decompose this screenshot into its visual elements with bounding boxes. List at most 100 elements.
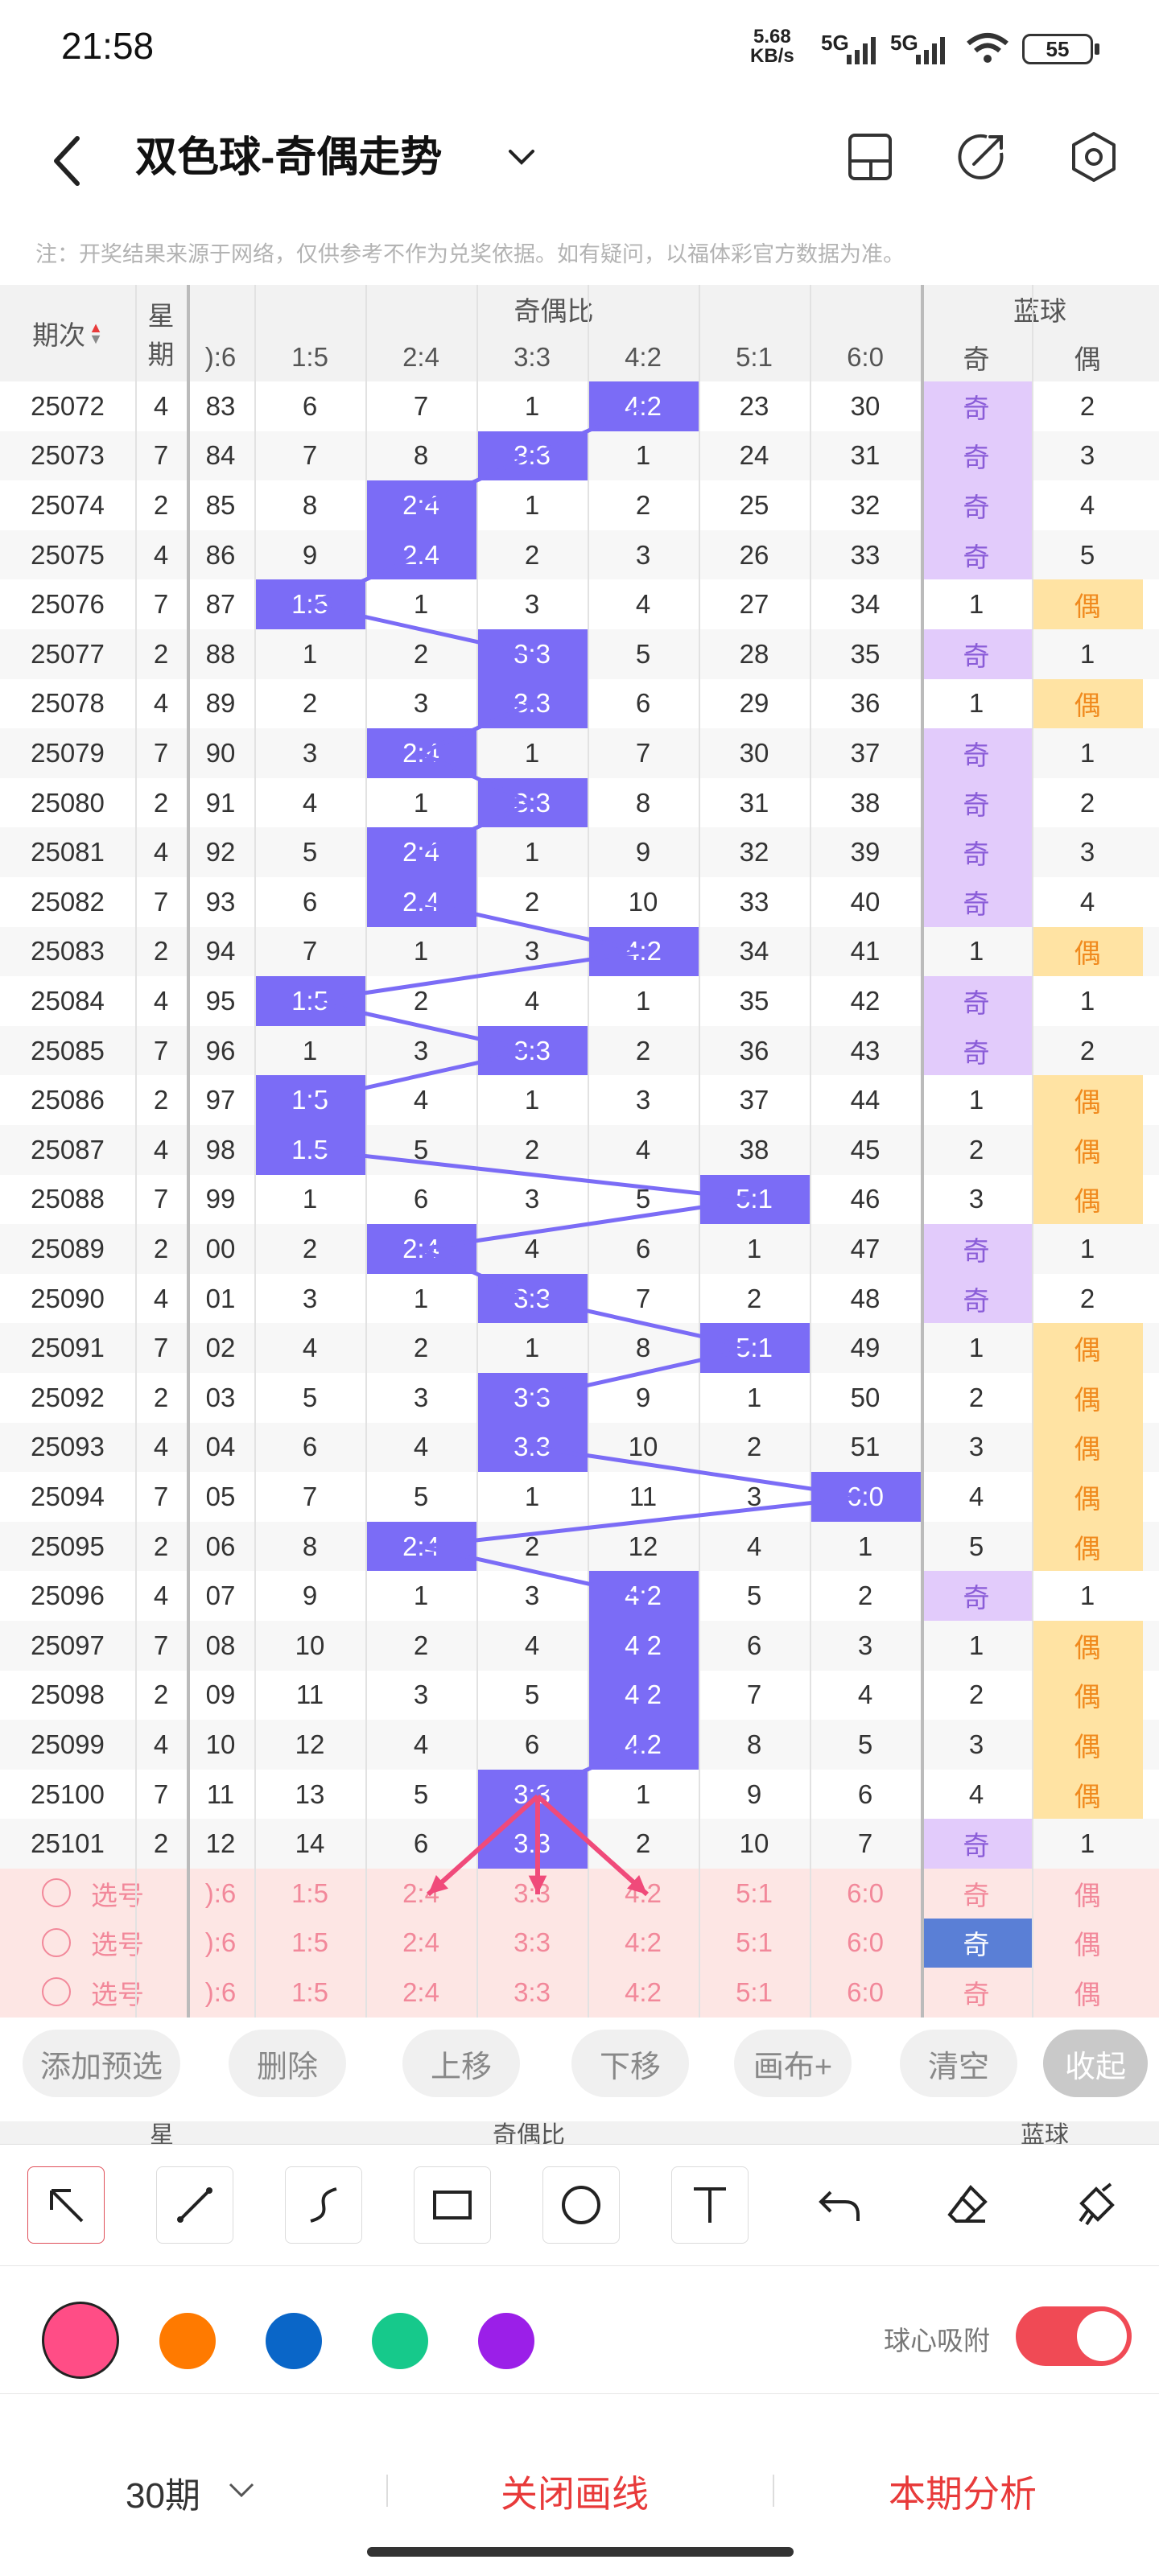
eraser-icon[interactable] <box>929 2166 1006 2244</box>
close-lines-button[interactable]: 关闭画线 <box>501 2473 649 2515</box>
action-button[interactable]: 上移 <box>402 2030 520 2097</box>
pick-ratio-cell[interactable]: ):6 <box>204 1976 237 2007</box>
week-cell: 7 <box>153 1630 169 1660</box>
period-cell: 25082 <box>31 886 105 917</box>
table-row[interactable] <box>0 579 1159 629</box>
table-row[interactable] <box>0 1621 1159 1671</box>
ratio-cell: 06 <box>205 1531 236 1561</box>
share-icon[interactable] <box>955 129 1011 185</box>
pick-blue-odd[interactable]: 奇 <box>963 1979 990 2009</box>
page-title[interactable]: 双色球-奇偶走势 <box>135 134 443 181</box>
pick-ratio-cell[interactable]: 3:3 <box>514 1927 551 1958</box>
period-cell: 25072 <box>31 390 105 421</box>
period-cell: 25084 <box>31 985 105 1016</box>
table-row[interactable] <box>0 1174 1159 1225</box>
period-cell: 25089 <box>31 1233 105 1263</box>
settings-icon[interactable] <box>1066 129 1122 185</box>
curve-tool-icon[interactable] <box>285 2166 362 2244</box>
table-row[interactable] <box>0 1323 1159 1373</box>
table-row[interactable] <box>0 1125 1159 1175</box>
sort-icon[interactable]: ▲ ▼ <box>89 319 103 347</box>
line-tool-icon[interactable] <box>156 2166 233 2244</box>
pick-ratio-cell[interactable]: 5:1 <box>736 1877 773 1908</box>
ratio-cell: 33 <box>739 886 769 917</box>
arrow-tool-icon[interactable] <box>27 2166 105 2244</box>
table-row[interactable] <box>0 1472 1159 1522</box>
table-row[interactable] <box>0 1720 1159 1770</box>
pick-ratio-cell[interactable]: 4:2 <box>625 1927 662 1958</box>
color-swatch[interactable] <box>159 2313 216 2369</box>
ratio-cell: 12 <box>205 1828 236 1859</box>
ratio-cell: 39 <box>850 837 881 868</box>
pick-ratio-cell[interactable]: 6:0 <box>847 1877 884 1908</box>
ratio-header-3-3: 3:3 <box>514 342 551 372</box>
pick-ratio-cell[interactable]: ):6 <box>204 1927 237 1958</box>
pick-blue-even[interactable]: 偶 <box>1074 1930 1101 1960</box>
ratio-cell: 01 <box>205 1283 236 1313</box>
pick-row <box>0 1968 1159 2018</box>
color-swatch[interactable] <box>372 2313 428 2369</box>
undo-icon[interactable] <box>800 2166 877 2244</box>
ratio-cell: 4 <box>524 1630 540 1660</box>
blue-odd-cell: 奇 <box>921 381 1032 431</box>
action-button[interactable]: 添加预选 <box>23 2030 180 2097</box>
pick-blue-odd[interactable]: 奇 <box>921 1918 1032 1968</box>
table-row[interactable] <box>0 926 1159 977</box>
pick-ratio-cell[interactable]: 5:1 <box>736 1976 773 2007</box>
pick-ratio-cell[interactable]: 2:4 <box>402 1976 439 2007</box>
pick-ratio-cell[interactable]: 3:3 <box>514 1976 551 2007</box>
color-swatch[interactable] <box>266 2313 322 2369</box>
circle-tool-icon[interactable] <box>542 2166 620 2244</box>
pick-ratio-cell[interactable]: 6:0 <box>847 1976 884 2007</box>
color-swatch[interactable] <box>42 2302 119 2379</box>
chevron-down-icon[interactable] <box>225 2473 258 2505</box>
pick-blue-even[interactable]: 偶 <box>1074 1979 1101 2009</box>
pick-radio[interactable] <box>42 1927 71 1957</box>
signal-5g-1: 5G <box>821 31 849 56</box>
color-swatch[interactable] <box>478 2313 534 2369</box>
pick-blue-even[interactable]: 偶 <box>1074 1880 1101 1910</box>
ratio-cell: 36 <box>850 688 881 719</box>
ratio-cell: 1 <box>413 1283 429 1313</box>
chevron-down-icon[interactable] <box>505 137 538 177</box>
ratio-cell: 09 <box>205 1680 236 1710</box>
action-button[interactable]: 画布+ <box>734 2030 852 2097</box>
layout-icon[interactable] <box>843 129 900 185</box>
ratio-cell: 25 <box>739 489 769 520</box>
pick-ratio-cell[interactable]: 1:5 <box>291 1877 328 1908</box>
column-divider <box>588 285 589 2018</box>
action-button[interactable]: 下移 <box>571 2030 689 2097</box>
ratio-cell: 38 <box>850 787 881 818</box>
back-arrow-icon[interactable] <box>45 129 93 193</box>
analysis-button[interactable]: 本期分析 <box>889 2473 1037 2515</box>
rectangle-tool-icon[interactable] <box>414 2166 491 2244</box>
pick-radio[interactable] <box>42 1977 71 2007</box>
period-header[interactable]: 期次 ▲ ▼ <box>32 319 103 350</box>
table-row[interactable] <box>0 1075 1159 1125</box>
blue-even-cell: 2 <box>1079 390 1095 421</box>
table-row[interactable] <box>0 1670 1159 1721</box>
week-cell: 4 <box>153 539 169 570</box>
action-button[interactable]: 清空 <box>900 2030 1017 2097</box>
pick-ratio-cell[interactable]: 3:3 <box>514 1877 551 1908</box>
period-cell: 25100 <box>31 1778 105 1809</box>
week-cell: 2 <box>153 936 169 967</box>
pick-ratio-cell[interactable]: 6:0 <box>847 1927 884 1958</box>
blue-odd-cell: 奇 <box>921 629 1032 679</box>
pick-ratio-cell[interactable]: ):6 <box>204 1877 237 1908</box>
ratio-cell: 2 <box>413 985 429 1016</box>
pick-ratio-cell[interactable]: 5:1 <box>736 1927 773 1958</box>
action-button[interactable]: 收起 <box>1043 2030 1148 2097</box>
pick-ratio-cell[interactable]: 4:2 <box>625 1976 662 2007</box>
pick-blue-odd[interactable]: 奇 <box>963 1880 990 1910</box>
snap-toggle[interactable] <box>1016 2306 1132 2366</box>
clear-brush-icon[interactable] <box>1058 2166 1135 2244</box>
pick-ratio-cell[interactable]: 2:4 <box>402 1927 439 1958</box>
ratio-cell: 46 <box>850 1184 881 1214</box>
text-tool-icon[interactable] <box>671 2166 749 2244</box>
pick-radio[interactable] <box>42 1878 71 1907</box>
period-select[interactable]: 30期 <box>126 2467 200 2518</box>
action-button[interactable]: 删除 <box>229 2030 346 2097</box>
pick-ratio-cell[interactable]: 1:5 <box>291 1927 328 1958</box>
pick-ratio-cell[interactable]: 1:5 <box>291 1976 328 2007</box>
